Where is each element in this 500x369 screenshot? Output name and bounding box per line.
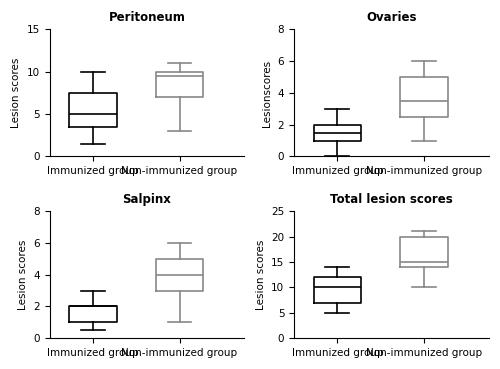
- Title: Salpinx: Salpinx: [122, 193, 172, 206]
- Title: Total lesion scores: Total lesion scores: [330, 193, 453, 206]
- Title: Peritoneum: Peritoneum: [108, 11, 186, 24]
- Title: Ovaries: Ovaries: [366, 11, 416, 24]
- Y-axis label: Lesion scores: Lesion scores: [11, 58, 21, 128]
- Y-axis label: Lesion scores: Lesion scores: [18, 239, 28, 310]
- Y-axis label: Lesionscores: Lesionscores: [262, 59, 272, 127]
- Y-axis label: Lesion scores: Lesion scores: [256, 239, 266, 310]
